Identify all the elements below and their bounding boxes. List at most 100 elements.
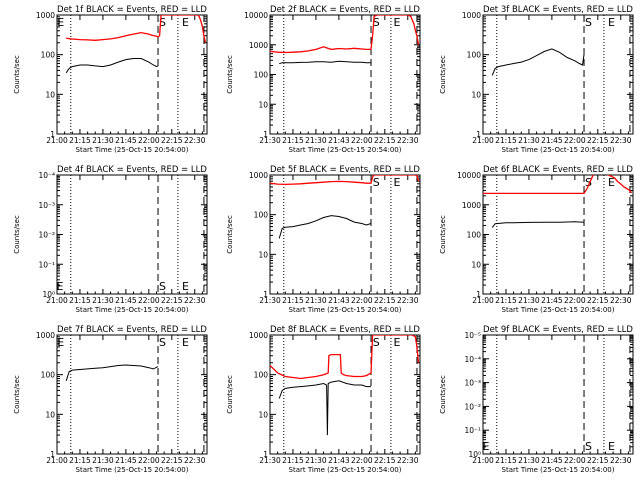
y-tick-label: 1000 [462,201,481,210]
y-tick-label: 10⁰ [468,450,481,459]
y-tick-label: 1 [263,450,268,459]
y-axis-label: Counts/sec [226,55,234,94]
series-line-lld [270,175,420,186]
event-marker-label: S [585,176,592,189]
y-axis-label: Counts/sec [13,215,21,254]
x-tick-label: 22:15 [161,456,183,465]
x-tick-label: 22:15 [161,296,183,305]
event-marker-label: E [56,280,63,293]
x-tick-label: 21:30 [518,136,540,145]
event-marker-label: E [482,440,489,453]
y-tick-label: 10 [258,100,268,109]
x-axis-label: Start Time (25-Oct-15 20:54:00) [502,146,615,154]
y-tick-label: 10⁻³ [38,201,55,210]
y-tick-label: 100 [41,371,56,380]
x-tick-label: 21:00 [472,296,494,305]
x-tick-label: 22:30 [184,456,206,465]
x-tick-label: 22:30 [610,136,632,145]
x-tick-label: 21:30 [518,296,540,305]
event-marker-label: S [585,16,592,29]
series-line-lld [270,15,420,54]
x-tick-label: 22:15 [587,136,609,145]
panel-title: Det 7f BLACK = Events, RED = LLD [57,325,207,335]
x-tick-label: 21:00 [472,136,494,145]
x-tick-label: 22:30 [184,136,206,145]
x-tick-label: 21:45 [115,456,137,465]
x-tick-label: 22:00 [138,136,160,145]
series-line-events [279,60,371,65]
x-tick-label: 21:45 [541,136,563,145]
series-line-lld [483,175,633,195]
y-axis-label: Counts/sec [439,55,447,94]
y-tick-label: 1000 [249,171,268,180]
y-tick-label: 10 [471,90,481,99]
panel-title: Det 5f BLACK = Events, RED = LLD [270,165,420,175]
series-line-lld [270,335,420,380]
panel-title: Det 1f BLACK = Events, RED = LLD [57,5,207,15]
panel-title: Det 8f BLACK = Events, RED = LLD [270,325,420,335]
x-axis-label: Start Time (25-Oct-15 20:54:00) [502,306,615,314]
y-tick-label: 1000 [462,11,481,20]
series-line-events [278,215,372,239]
panel-9: Det 9f BLACK = Events, RED = LLD 10⁰ 10⁻¹ 1… [439,325,634,474]
y-axis-label: Counts/sec [439,215,447,254]
x-axis-label: Start Time (25-Oct-15 20:54:00) [289,306,402,314]
y-tick-label: 100 [467,51,482,60]
x-tick-label: 21:00 [472,456,494,465]
y-axis-label: Counts/sec [226,215,234,254]
event-marker-label: E [182,336,189,349]
x-tick-label: 21:30 [305,456,327,465]
y-tick-label: 1 [263,130,268,139]
y-tick-label: 1 [50,450,55,459]
x-tick-label: 21:00 [46,296,68,305]
x-tick-label: 21:45 [115,296,137,305]
x-tick-label: 21:45 [541,296,563,305]
x-tick-label: 22:00 [351,296,373,305]
x-tick-label: 22:15 [587,296,609,305]
event-marker-label: E [57,336,64,349]
event-marker-label: S [159,336,166,349]
x-tick-label: 21:15 [282,296,304,305]
y-tick-label: 100 [254,71,269,80]
x-tick-label: 21:30 [305,296,327,305]
y-tick-label: 10⁻² [38,231,55,240]
event-marker-label: S [159,280,166,293]
y-tick-label: 10 [258,410,268,419]
y-axis-label: Counts/sec [226,375,234,414]
y-tick-label: 10⁰ [42,290,55,299]
event-marker-label: E [57,16,64,29]
event-marker-label: S [373,176,380,189]
x-axis-label: Start Time (25-Oct-15 20:54:00) [289,146,402,154]
x-tick-label: 21:15 [69,456,91,465]
series-line-events [65,58,159,74]
y-tick-label: 1 [263,290,268,299]
series-line-events [65,364,159,381]
plot-frame [269,174,421,295]
panel-5: Det 5f BLACK = Events, RED = LLD 1 10 100 10… [226,165,421,314]
panel-3: Det 3f BLACK = Events, RED = LLD 1 10 100 10… [439,5,634,154]
panel-1: Det 1f BLACK = Events, RED = LLD 1 10 100 10… [13,5,208,154]
x-axis-label: Start Time (25-Oct-15 20:54:00) [76,466,189,474]
x-tick-label: 22:00 [138,296,160,305]
y-tick-label: 10⁻⁵ [464,331,481,340]
y-tick-label: 1000 [249,41,268,50]
y-tick-label: 1 [476,130,481,139]
x-tick-label: 22:00 [351,136,373,145]
y-tick-label: 10⁻¹ [464,426,481,435]
x-tick-label: 21:15 [69,136,91,145]
y-tick-label: 10000 [457,171,481,180]
x-tick-label: 21:15 [495,136,517,145]
y-tick-label: 10⁻⁴ [38,171,55,180]
y-tick-label: 10⁻¹ [38,260,55,269]
x-tick-label: 21:15 [282,456,304,465]
event-marker-label: E [393,336,400,349]
event-marker-label: E [608,16,615,29]
y-tick-label: 10⁻³ [464,379,481,388]
x-tick-label: 22:00 [564,456,586,465]
y-tick-label: 1000 [36,11,55,20]
panel-8: Det 8f BLACK = Events, RED = LLD 1 10 100 10… [226,325,421,474]
y-axis-label: Counts/sec [13,375,21,414]
event-marker-label: E [393,16,400,29]
x-tick-label: 21:30 [518,456,540,465]
